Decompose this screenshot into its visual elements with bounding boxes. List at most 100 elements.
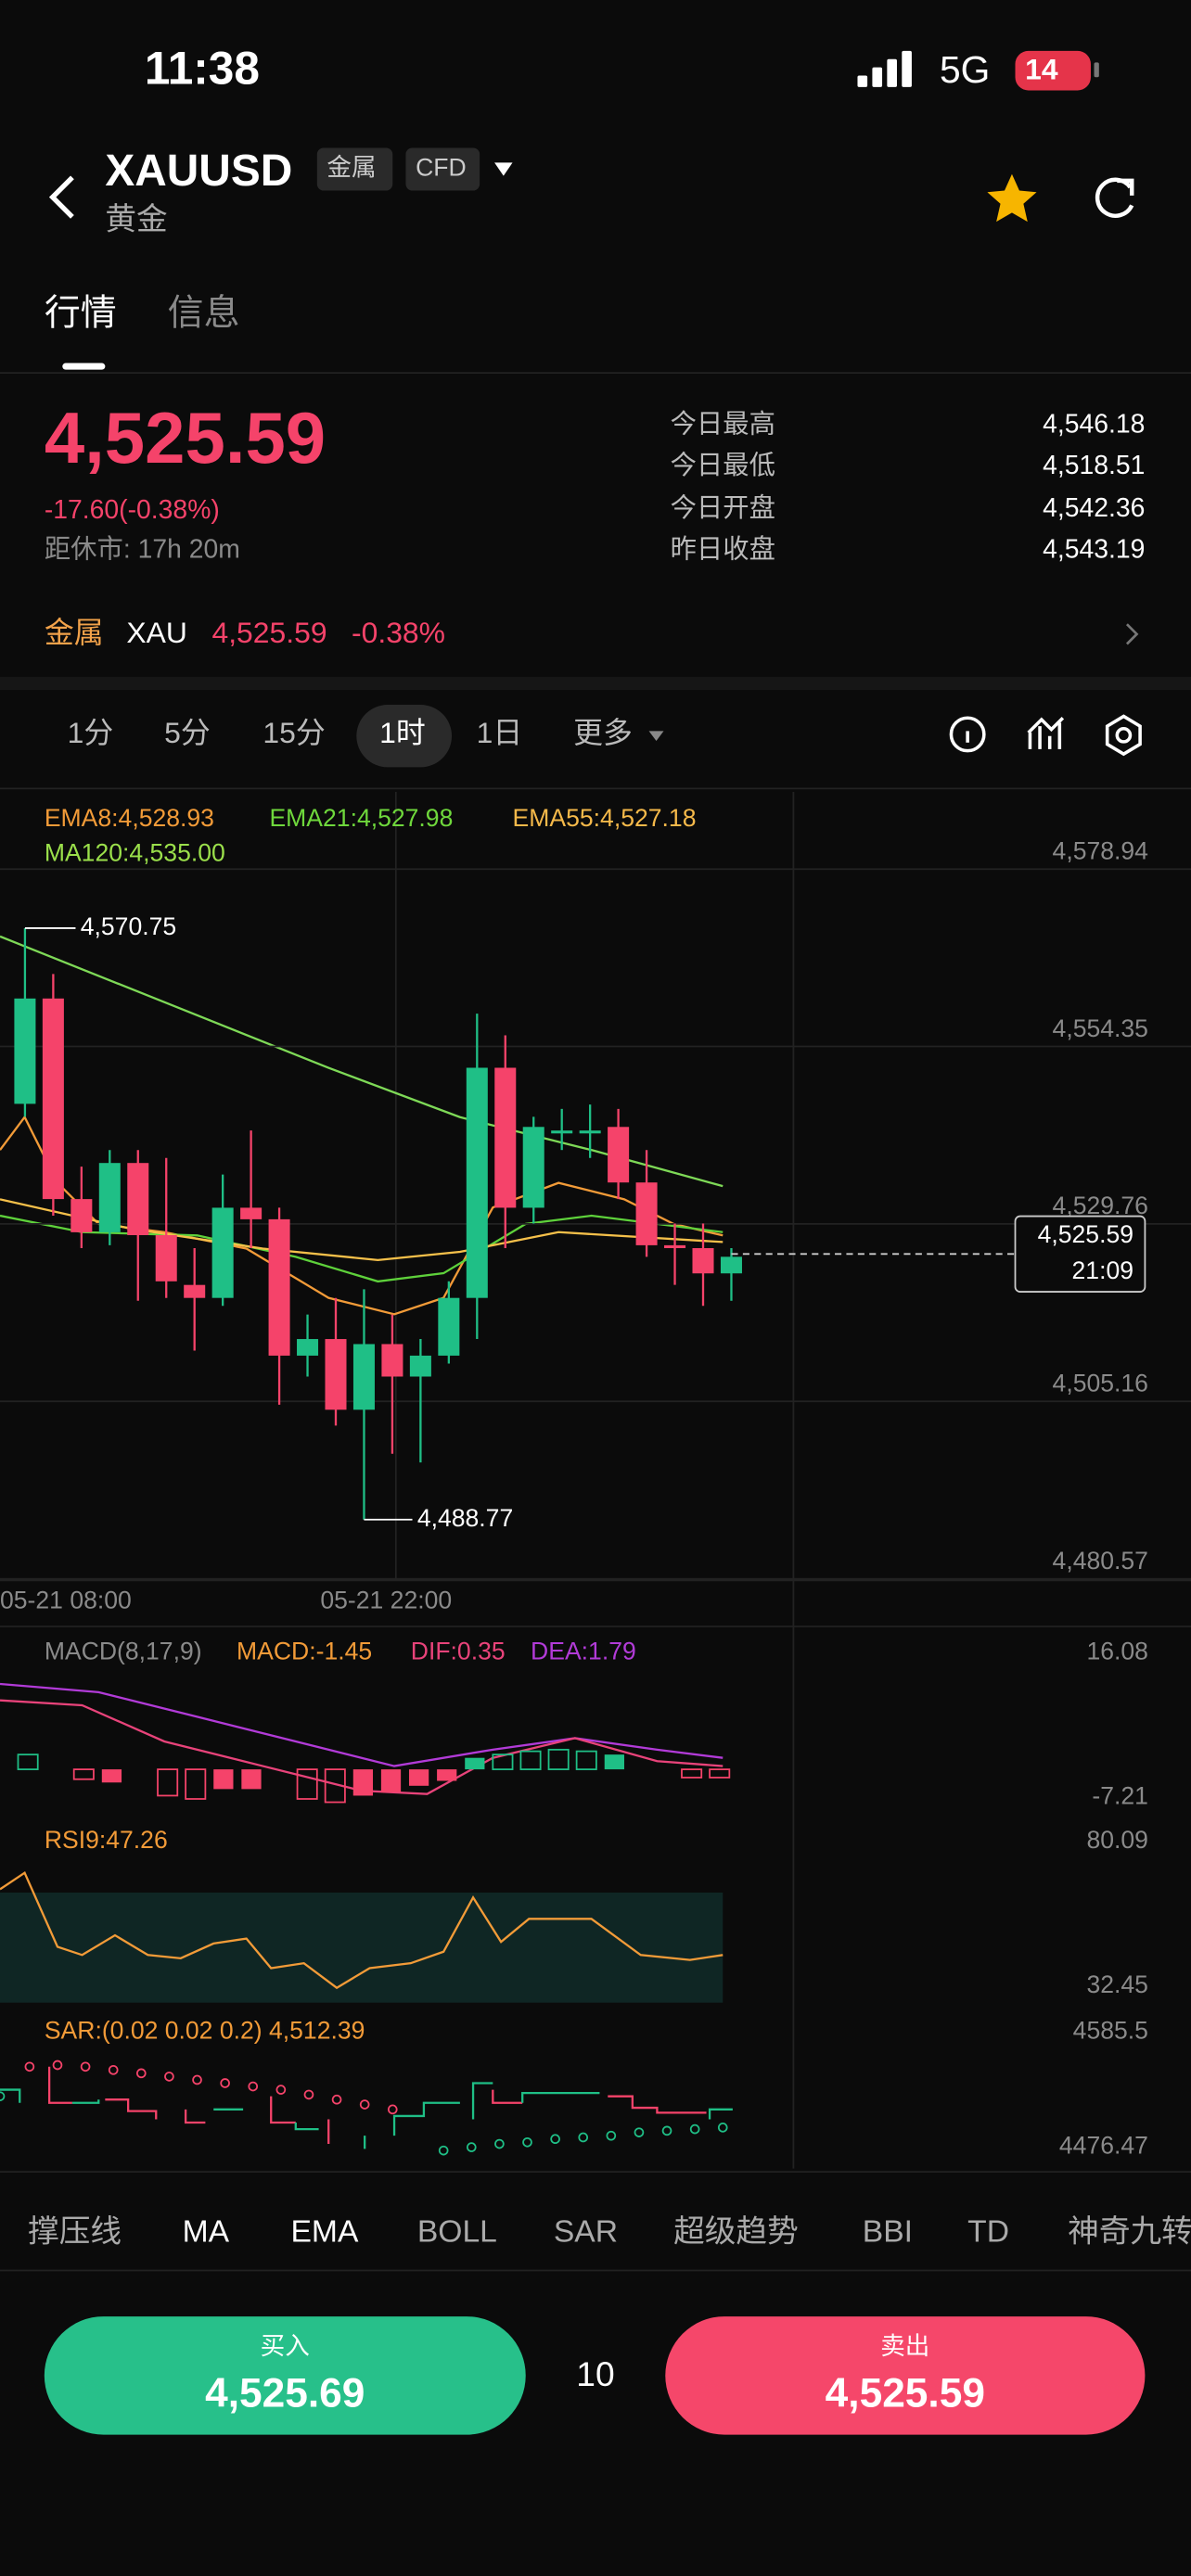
tab[interactable]: 信息 [167,292,240,334]
legend-ema8: EMA8:4,528.93 [44,805,214,834]
interval[interactable]: 1分 [67,716,114,750]
candle-body [127,1163,149,1236]
battery-icon [1015,50,1091,91]
price-change: -17.60(-0.38%) [44,496,220,525]
tag-bg [316,147,393,191]
interval-active [356,705,453,768]
sar-panel [0,2060,733,2156]
close-time: 距休市: 17h 20m [44,536,240,565]
sell-label[interactable]: 卖出 [880,2332,930,2361]
candle-body [551,1130,573,1134]
candle-body [352,1344,375,1410]
rsi-title: RSI9:47.26 [44,1827,168,1855]
y-tick-label: 4,480.57 [1053,1547,1148,1575]
indicator-tab[interactable]: BBI [862,2215,914,2251]
last-price: 4,525.59 [44,398,327,479]
section-gap [0,676,1191,691]
rsi-min: 32.45 [1086,1971,1148,2000]
buy-button[interactable] [44,2316,526,2435]
stat-label: 昨日收盘 [670,536,775,565]
candle-body [211,1207,234,1298]
battery-tip [1094,62,1099,78]
candle-body [268,1218,290,1356]
indicator-tab[interactable]: BOLL [416,2215,497,2251]
interval-selected[interactable]: 1时 [379,716,426,750]
tag: 金属 [327,154,377,183]
rsi-band [0,1892,724,2003]
instrument-name: 黄金 [105,202,168,238]
candle-body [494,1067,517,1208]
tab-active[interactable]: 行情 [44,292,117,334]
interval[interactable]: 15分 [263,716,326,750]
interval[interactable]: 1日 [476,716,523,750]
y-tick-label: 4,578.94 [1053,837,1148,865]
indicator-tab[interactable]: 撑压线 [28,2215,122,2251]
macd-title: MACD(8,17,9) [44,1638,202,1666]
y-tick-label: 4,529.76 [1053,1192,1148,1219]
interval[interactable]: 更多 [573,716,633,750]
stat-value: 4,543.19 [1043,536,1146,565]
macd-max: 16.08 [1086,1638,1148,1666]
related-symbol[interactable]: XAU [126,616,187,650]
candle-body [14,998,36,1104]
candle-body [635,1182,658,1245]
indicator-tab[interactable]: SAR [553,2215,619,2251]
candle-body [325,1339,347,1410]
chevron[interactable] [1125,623,1139,645]
indicator-tab[interactable]: MA [182,2215,230,2251]
sell-button[interactable] [665,2316,1146,2435]
stat-label: 今日开盘 [670,494,775,523]
candle-body [42,998,64,1200]
settings-icon[interactable] [1105,714,1142,757]
y-tick-label: 4,554.35 [1053,1014,1148,1042]
stat-value: 4,546.18 [1043,411,1146,440]
sar-min: 4476.47 [1058,2132,1148,2161]
sar-title: SAR:(0.02 0.02 0.2) 4,512.39 [44,2017,365,2046]
share-icon[interactable] [1095,177,1134,218]
related-category[interactable]: 金属 [44,616,104,650]
dropdown-icon[interactable] [494,162,513,176]
candle-body [70,1199,93,1232]
buy-label[interactable]: 买入 [260,2332,310,2361]
y-tick-label: 4,505.16 [1053,1370,1148,1397]
dropdown-icon [648,731,664,742]
indicator-tab[interactable]: EMA [290,2215,359,2251]
related-change[interactable]: -0.38% [352,616,446,650]
buy-price[interactable]: 4,525.69 [205,2370,365,2417]
back-button[interactable] [48,175,74,219]
sar-max: 4585.5 [1072,2017,1148,2046]
favorite-star[interactable] [987,173,1037,223]
sell-price[interactable]: 4,525.59 [825,2370,986,2417]
legend-ma120: MA120:4,535.00 [44,839,225,868]
rsi-max: 80.09 [1086,1827,1148,1855]
macd-panel [0,1682,731,1804]
x-tick-label: 05-21 22:00 [320,1587,453,1615]
last-price-box [1014,1215,1146,1293]
indicator-tab[interactable]: 神奇九转 [1068,2215,1191,2251]
info-icon[interactable] [949,716,986,753]
last-price-time: 21:09 [1072,1256,1133,1284]
settings-icon-center [1115,726,1133,744]
legend-ema21: EMA21:4,527.98 [269,805,454,834]
rsi-line [0,1870,724,1990]
stat-value: 4,542.36 [1043,494,1146,523]
candle-body [240,1207,263,1219]
tab-underline [62,363,106,370]
indicator-tab[interactable]: 超级趋势 [673,2215,799,2251]
related-price[interactable]: 4,525.59 [211,616,327,650]
symbol: XAUUSD [105,146,293,196]
candle-body [184,1284,206,1298]
x-tick-label: 05-21 08:00 [0,1587,132,1615]
moving-averages [0,935,724,1316]
indicator-tab[interactable]: TD [967,2215,1009,2251]
interval[interactable]: 5分 [164,716,211,750]
candle-body [664,1244,686,1249]
candle-body [155,1235,177,1282]
indicator-icon[interactable] [1027,716,1065,749]
stat-label: 今日最高 [670,411,775,440]
macd-value: MACD:-1.45 [237,1638,373,1666]
status-battery: 14 [1025,53,1058,86]
candle-body [98,1163,121,1232]
